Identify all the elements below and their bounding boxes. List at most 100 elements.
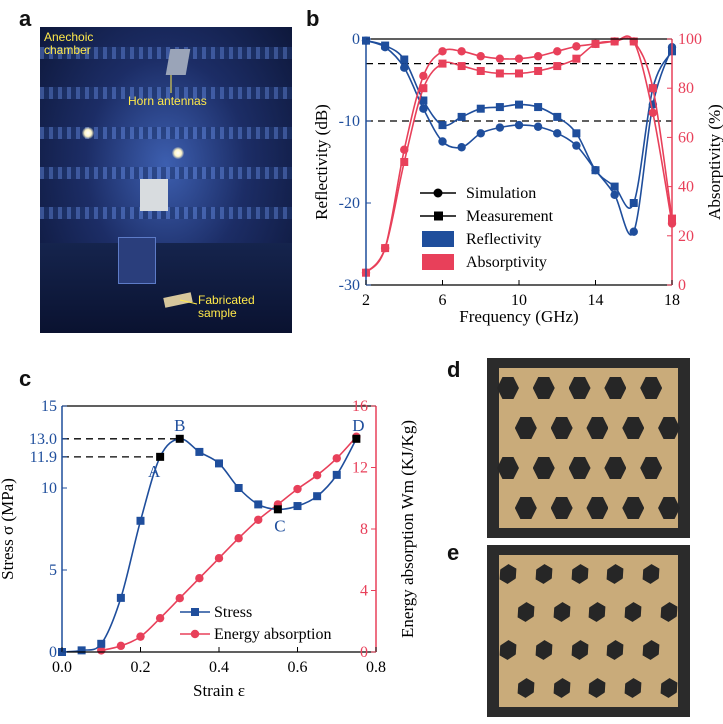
data-point bbox=[175, 593, 184, 603]
y-tick-label: 0 bbox=[352, 31, 360, 48]
data-point bbox=[332, 454, 341, 463]
honeycomb-hole bbox=[603, 562, 628, 587]
y2-tick-label: 20 bbox=[678, 228, 694, 245]
chamber-back-panel bbox=[140, 179, 168, 211]
legend-marker-circle bbox=[190, 629, 200, 639]
data-point bbox=[400, 158, 409, 166]
x-tick-label: 14 bbox=[588, 292, 604, 309]
data-point bbox=[273, 505, 282, 514]
legend-swatch bbox=[422, 254, 454, 270]
point-label: B bbox=[174, 416, 185, 435]
data-point bbox=[155, 613, 165, 623]
honeycomb-hole bbox=[639, 562, 664, 587]
panel-label-b: b bbox=[306, 6, 320, 31]
honeycomb-hole bbox=[639, 638, 664, 663]
data-point bbox=[214, 554, 224, 563]
data-point bbox=[476, 104, 485, 113]
honeycomb-hole bbox=[586, 417, 609, 439]
legend-marker-circle bbox=[433, 188, 443, 198]
panel-label-c: c bbox=[19, 366, 32, 391]
data-point bbox=[572, 129, 581, 138]
honeycomb-sample-photo-d bbox=[487, 358, 690, 538]
honeycomb-hole bbox=[657, 600, 682, 625]
honeycomb-hole bbox=[514, 676, 539, 701]
test-stand bbox=[118, 237, 156, 284]
x-tick-label: 0.0 bbox=[52, 659, 72, 676]
honeycomb-hole bbox=[604, 457, 627, 479]
honeycomb-hole bbox=[532, 457, 555, 479]
honeycomb-hole bbox=[658, 417, 681, 439]
honeycomb-hole bbox=[550, 417, 573, 439]
honeycomb-hole bbox=[568, 457, 591, 479]
data-point bbox=[629, 227, 638, 236]
data-point bbox=[438, 47, 447, 56]
data-point bbox=[610, 190, 619, 199]
honeycomb-hole bbox=[585, 600, 610, 625]
point-label: A bbox=[148, 462, 161, 481]
y-axis-title: Stress σ (MPa) bbox=[0, 478, 17, 580]
point-label: C bbox=[274, 516, 285, 535]
data-point bbox=[495, 103, 504, 112]
honeycomb-hole bbox=[514, 600, 539, 625]
legend-label: Stress bbox=[214, 604, 252, 621]
data-point bbox=[495, 69, 504, 78]
y2-tick-label: 4 bbox=[360, 583, 368, 600]
x-tick-label: 0.6 bbox=[288, 659, 308, 676]
data-point bbox=[457, 143, 466, 152]
honeycomb-hole bbox=[550, 497, 573, 519]
legend-label: Simulation bbox=[466, 185, 536, 202]
y-tick-label: -20 bbox=[339, 195, 360, 212]
y2-tick-label: 60 bbox=[678, 129, 694, 146]
data-point bbox=[533, 122, 543, 131]
data-point bbox=[195, 447, 204, 456]
data-point bbox=[572, 141, 581, 150]
data-point bbox=[419, 104, 428, 113]
data-point bbox=[381, 41, 390, 50]
data-point bbox=[97, 639, 106, 648]
honeycomb-hole bbox=[603, 638, 628, 663]
data-point bbox=[400, 63, 409, 72]
y-tick-label: 10 bbox=[41, 480, 57, 497]
honeycomb-hole bbox=[567, 562, 592, 587]
y2-tick-label: 12 bbox=[352, 460, 368, 477]
honeycomb-hole bbox=[514, 417, 537, 439]
data-point bbox=[514, 120, 524, 130]
honeycomb-hole bbox=[640, 457, 663, 479]
data-point bbox=[533, 52, 543, 61]
data-point bbox=[610, 37, 619, 46]
legend-label: Reflectivity bbox=[466, 231, 542, 248]
y2-tick-label: 0 bbox=[360, 644, 368, 661]
panel-label-e: e bbox=[447, 540, 460, 565]
honeycomb-hole bbox=[496, 638, 521, 663]
y2-tick-label: 0 bbox=[678, 277, 686, 294]
y2-tick-label: 100 bbox=[678, 31, 702, 48]
data-point bbox=[293, 484, 302, 494]
series-line bbox=[61, 437, 358, 653]
data-point bbox=[648, 108, 658, 118]
data-point bbox=[476, 66, 485, 75]
data-point bbox=[648, 84, 657, 93]
honeycomb-hole bbox=[622, 417, 645, 439]
data-point bbox=[572, 54, 581, 63]
y2-axis-title: Energy absorption Wm (KJ/Kg) bbox=[398, 420, 417, 638]
honeycomb-hole bbox=[568, 377, 591, 399]
y-tick-label: 11.9 bbox=[30, 449, 57, 466]
data-point bbox=[116, 593, 125, 602]
ceiling-lamp bbox=[172, 147, 184, 159]
label-anechoic-chamber: Anechoic chamber bbox=[44, 30, 94, 57]
honeycomb-hole bbox=[621, 676, 646, 701]
honeycomb-hole bbox=[531, 562, 556, 587]
x-tick-label: 2 bbox=[362, 292, 370, 309]
honeycomb-hole bbox=[585, 676, 610, 701]
legend-marker-square bbox=[434, 211, 443, 221]
y-tick-label: 5 bbox=[49, 562, 57, 579]
point-label: D bbox=[352, 416, 364, 435]
data-point bbox=[457, 62, 466, 71]
data-point bbox=[332, 470, 341, 479]
legend-marker-square bbox=[191, 608, 199, 616]
data-point bbox=[610, 182, 619, 191]
y-tick-label: -10 bbox=[339, 113, 360, 130]
data-point bbox=[381, 244, 390, 253]
label-horn-antennas: Horn antennas bbox=[128, 94, 207, 108]
